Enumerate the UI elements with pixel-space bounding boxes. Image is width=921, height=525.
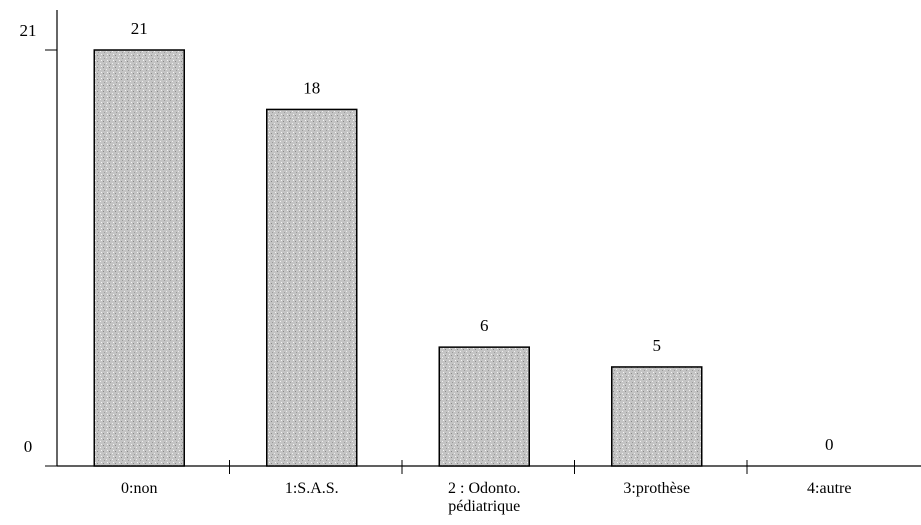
bar (266, 108, 358, 467)
x-tick-label: 2 : Odonto. pédiatrique (448, 480, 521, 515)
data-label: 0 (825, 435, 834, 454)
bar (93, 49, 185, 467)
data-label: 18 (303, 78, 320, 97)
x-tick-label: 0:non (121, 480, 158, 497)
data-label: 6 (480, 316, 489, 335)
data-label: 5 (653, 336, 662, 355)
y-tick-label: 0 (24, 437, 33, 456)
x-tick-label: 4:autre (807, 480, 852, 497)
y-tick-label: 21 (20, 21, 37, 40)
bar (438, 346, 530, 467)
bar (611, 366, 703, 467)
x-tick-label: 1:S.A.S. (284, 480, 339, 497)
x-tick-label: 3:prothèse (623, 480, 691, 497)
data-label: 21 (131, 19, 148, 38)
